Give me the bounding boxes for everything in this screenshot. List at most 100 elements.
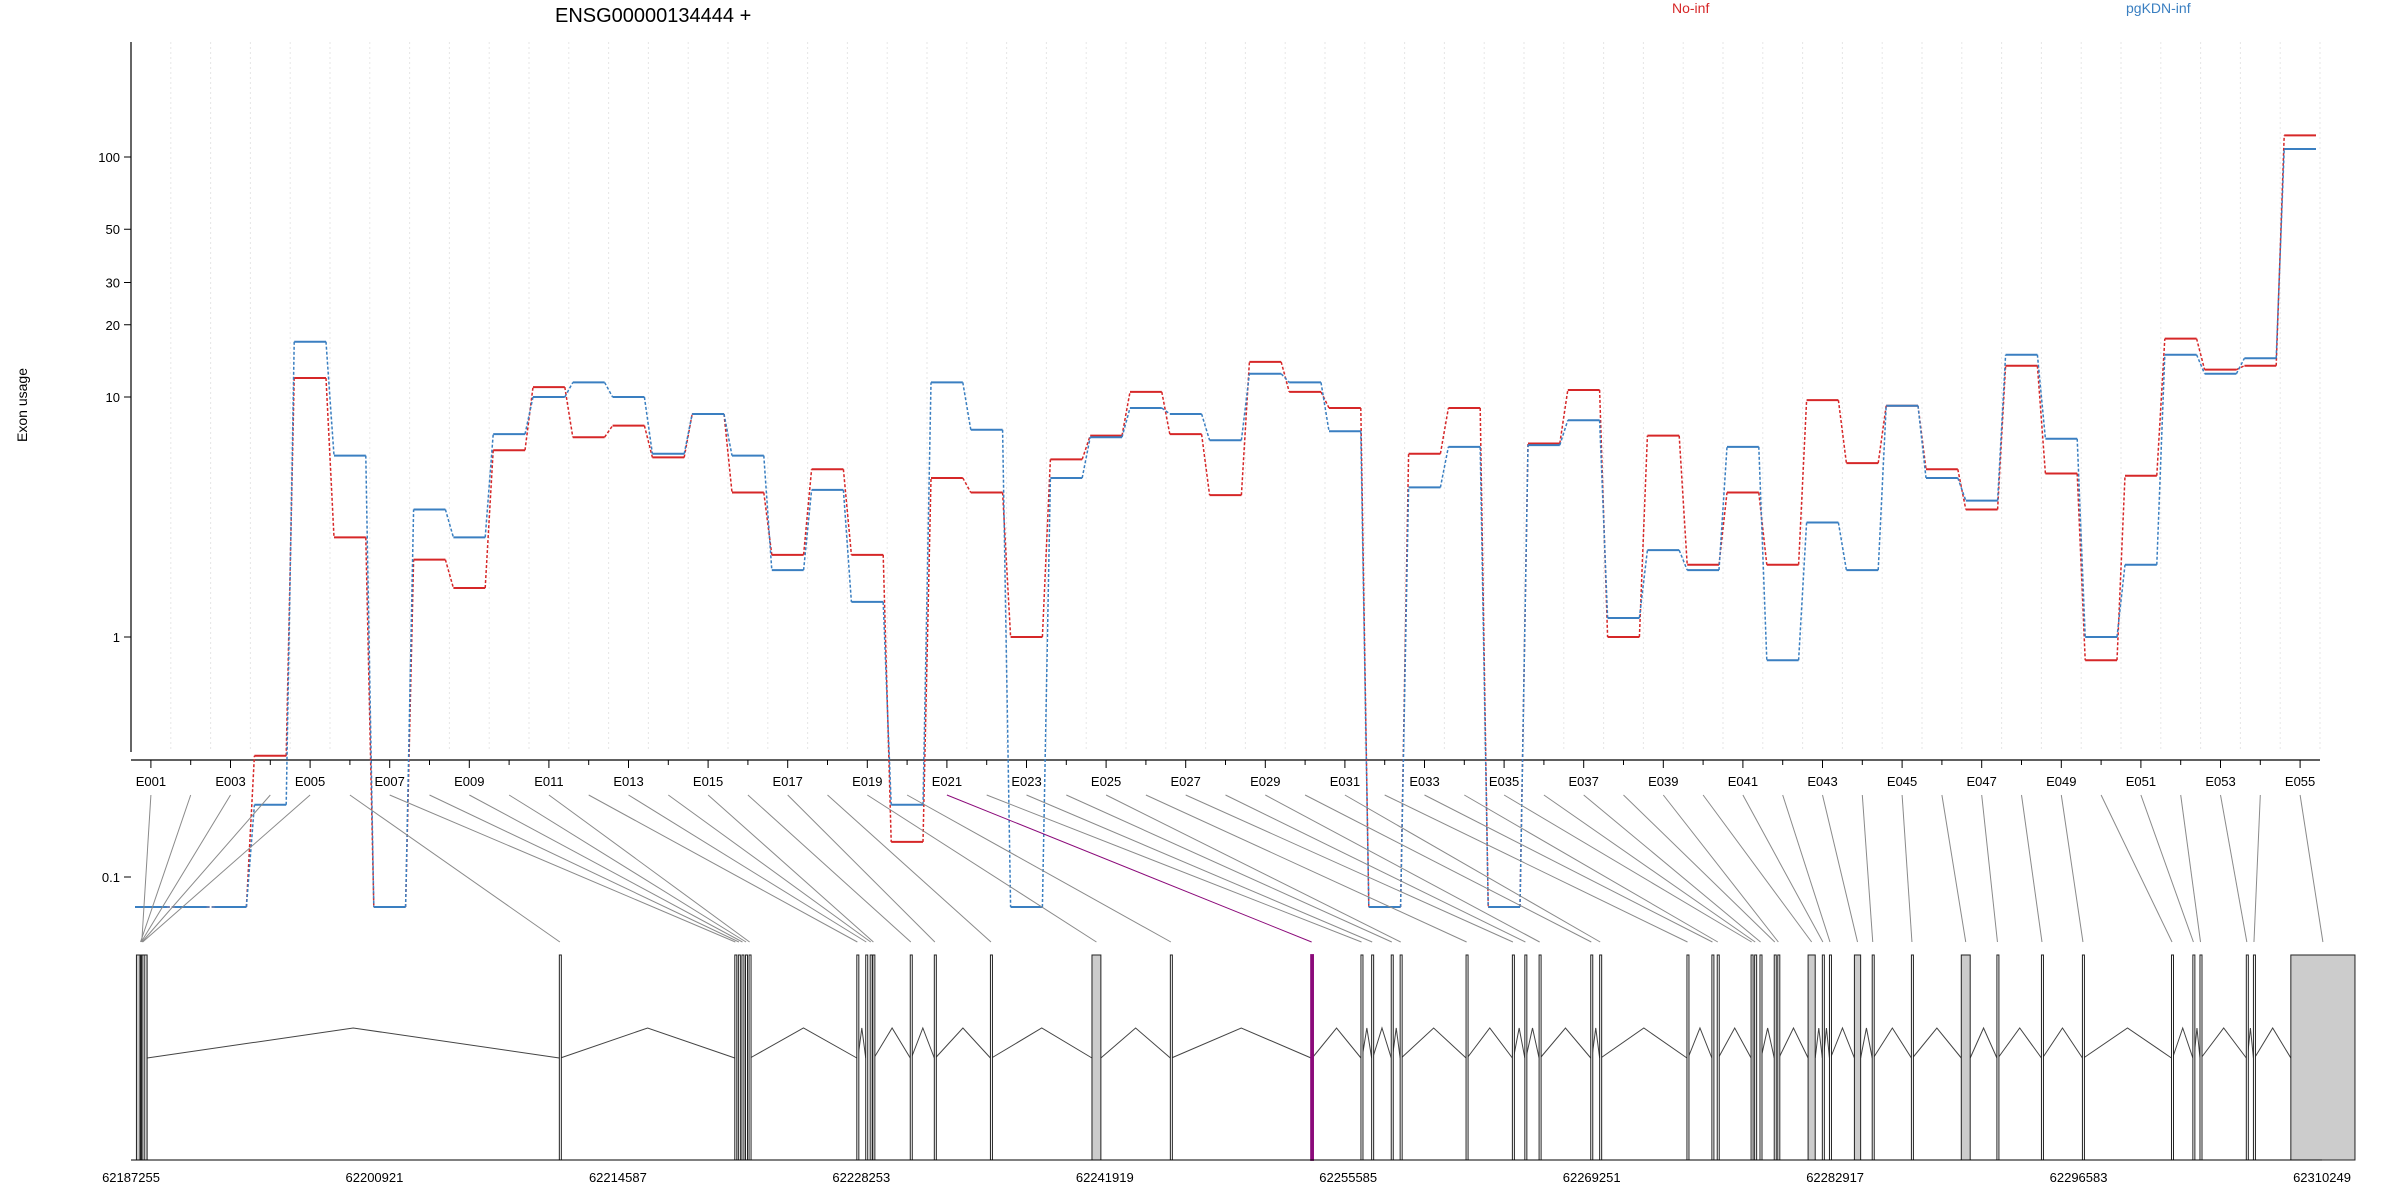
x-tick-label: E049	[2046, 774, 2076, 789]
intron-line	[1539, 1027, 1592, 1059]
exon-box	[1538, 954, 1542, 1161]
intron-line	[2254, 1027, 2292, 1059]
exon-box	[1750, 954, 1754, 1161]
connector-segment	[404, 509, 415, 908]
exon-connector-line	[906, 794, 1172, 943]
exon-connector-line	[1026, 794, 1373, 943]
coordinate-label: 62187255	[102, 1170, 160, 1185]
connector-segment	[1917, 405, 1927, 479]
connector-segment	[1161, 391, 1171, 435]
x-tick-label: E001	[136, 774, 166, 789]
series-no-inf	[135, 134, 2316, 908]
exon-connector-line	[1662, 794, 1779, 943]
connector-segment	[1001, 429, 1012, 907]
x-tick-label: E019	[852, 774, 882, 789]
exon-connector-line	[1861, 794, 1874, 943]
x-tick-label: E003	[215, 774, 245, 789]
exon-box	[933, 954, 937, 1161]
intron-line	[1778, 1026, 1809, 1059]
exon-connector-line	[1941, 794, 1967, 943]
y-tick-label: 30	[106, 275, 120, 290]
connector-segment	[1758, 492, 1768, 565]
coordinate-label: 62255585	[1319, 1170, 1377, 1185]
connector-segment	[1638, 550, 1649, 619]
genomic-coordinate-axis: 62187255 62200921 62214587 62228253 62241919…	[102, 1159, 2351, 1185]
exon-connectors	[140, 794, 2324, 943]
connector-segment	[603, 382, 614, 398]
connector-segment	[763, 492, 773, 555]
intron-line	[147, 1027, 560, 1059]
exon-box	[1465, 954, 1469, 1161]
intron-line	[2042, 1027, 2083, 1059]
exon-box	[989, 954, 993, 1161]
exon-connector-line	[508, 794, 747, 943]
connector-segment	[802, 469, 813, 555]
exon-connector-line	[787, 794, 936, 943]
connector-segment	[1797, 522, 1808, 661]
intron-line	[1372, 1026, 1392, 1059]
exon-connector-line	[2253, 794, 2261, 943]
connector-segment	[325, 341, 335, 456]
intron-line	[1830, 1026, 1855, 1059]
exon-box	[748, 954, 752, 1161]
exon-box	[2252, 954, 2256, 1161]
exon-connector-line	[140, 794, 192, 943]
connector-segment	[1598, 420, 1609, 619]
x-tick-label: E011	[534, 774, 563, 789]
connector-segment	[564, 386, 574, 438]
exon-connector-line	[1344, 794, 1601, 943]
exon-box	[1371, 954, 1375, 1161]
connector-segment	[1797, 400, 1808, 565]
exon-connector-line	[2299, 794, 2324, 943]
exon-connector-line	[1145, 794, 1467, 943]
exon-connector-line	[1742, 794, 1824, 943]
exon-box	[2192, 954, 2196, 1161]
exon-box	[2245, 954, 2249, 1161]
exon-box	[1828, 954, 1832, 1161]
exon-connector-line	[707, 794, 874, 943]
x-tick-label: E027	[1171, 774, 1201, 789]
x-axis: E001 E003 E005 E007 E009 E011 E013 E015 E017 E019…	[131, 759, 2320, 789]
exon-box	[1511, 954, 1515, 1161]
exon-connector-line	[946, 794, 1312, 943]
connector-segment	[2156, 354, 2166, 565]
exon-box	[856, 954, 860, 1161]
exon-connector-line	[1384, 794, 1688, 943]
x-tick-label: E015	[693, 774, 723, 789]
connector-segment	[285, 341, 295, 805]
connector-segment	[1001, 492, 1012, 638]
y-tick-label: 10	[106, 390, 120, 405]
coordinate-label: 62241919	[1076, 1170, 1134, 1185]
exon-connector-line	[2100, 794, 2173, 943]
exon-connector-line	[1185, 794, 1514, 943]
connector-segment	[1479, 446, 1489, 907]
exon-box	[1716, 954, 1720, 1161]
connector-segment	[1161, 407, 1171, 415]
intron-line	[1361, 1027, 1373, 1059]
connector-segment	[962, 382, 972, 430]
connector-segment	[1200, 413, 1211, 441]
connector-segment	[484, 434, 494, 538]
exon-box	[141, 954, 145, 1161]
intron-line	[873, 1027, 911, 1059]
connector-segment	[723, 413, 733, 493]
x-tick-label: E007	[375, 774, 405, 789]
exon-box	[1590, 954, 1594, 1161]
exon-box	[1524, 954, 1528, 1161]
exon-box	[909, 954, 913, 1161]
connector-segment	[2076, 438, 2086, 638]
coordinate-label: 62228253	[832, 1170, 890, 1185]
exon-connector-line	[2140, 794, 2194, 943]
exon-box	[1853, 954, 1862, 1161]
exon-connector-line	[628, 794, 867, 943]
x-tick-label: E029	[1250, 774, 1280, 789]
exon-box	[741, 954, 745, 1161]
x-tick-label: E053	[2205, 774, 2235, 789]
exon-box	[1821, 954, 1825, 1161]
coordinate-label: 62310249	[2293, 1170, 2351, 1185]
intron-line	[1171, 1027, 1312, 1059]
coordinate-label: 62200921	[346, 1170, 404, 1185]
connector-segment	[882, 554, 892, 842]
exon-box	[2290, 954, 2356, 1161]
intron-line	[2172, 1026, 2194, 1059]
